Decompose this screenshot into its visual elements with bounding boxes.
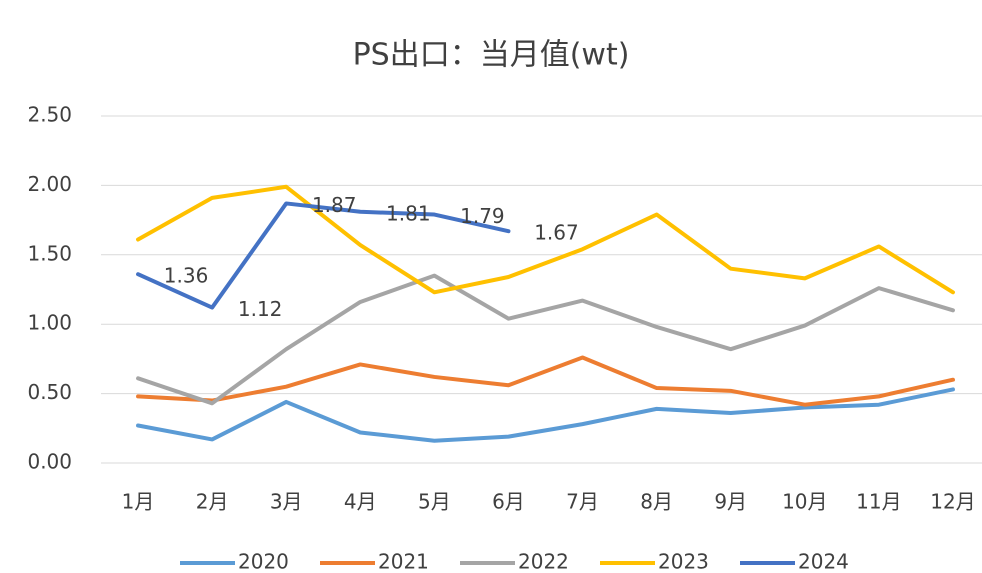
y-tick-label: 1.00: [27, 311, 72, 335]
x-tick-label: 7月: [566, 490, 599, 514]
x-tick-label: 1月: [122, 490, 155, 514]
series-line: [136, 355, 955, 407]
y-tick-label: 2.00: [27, 172, 72, 196]
x-tick-label: 12月: [930, 490, 975, 514]
data-label: 1.67: [534, 221, 579, 245]
x-tick-label: 2月: [196, 490, 229, 514]
x-tick-label: 6月: [492, 490, 525, 514]
legend-label: 2020: [238, 550, 289, 573]
legend-label: 2021: [378, 550, 429, 573]
legend-label: 2022: [518, 550, 569, 573]
data-label: 1.87: [312, 193, 357, 217]
series-line: [136, 273, 955, 406]
x-tick-label: 8月: [640, 490, 673, 514]
y-tick-label: 0.00: [27, 450, 72, 474]
chart-title: PS出口：当月值(wt): [353, 38, 630, 73]
x-tick-label: 5月: [418, 490, 451, 514]
data-label: 1.36: [164, 264, 209, 288]
series-line: [136, 184, 955, 295]
y-tick-label: 2.50: [27, 103, 72, 127]
x-tick-label: 3月: [270, 490, 303, 514]
series-line: [136, 387, 955, 443]
x-tick-label: 9月: [714, 490, 747, 514]
data-label: 1.81: [386, 201, 431, 225]
x-tick-label: 11月: [856, 490, 901, 514]
data-label: 1.12: [238, 297, 283, 321]
series-line: [136, 201, 511, 310]
x-tick-label: 10月: [782, 490, 827, 514]
data-label: 1.79: [460, 204, 505, 228]
legend-label: 2023: [658, 550, 709, 573]
legend-label: 2024: [798, 550, 849, 573]
y-tick-label: 0.50: [27, 380, 72, 404]
x-tick-label: 4月: [344, 490, 377, 514]
y-tick-label: 1.50: [27, 241, 72, 265]
